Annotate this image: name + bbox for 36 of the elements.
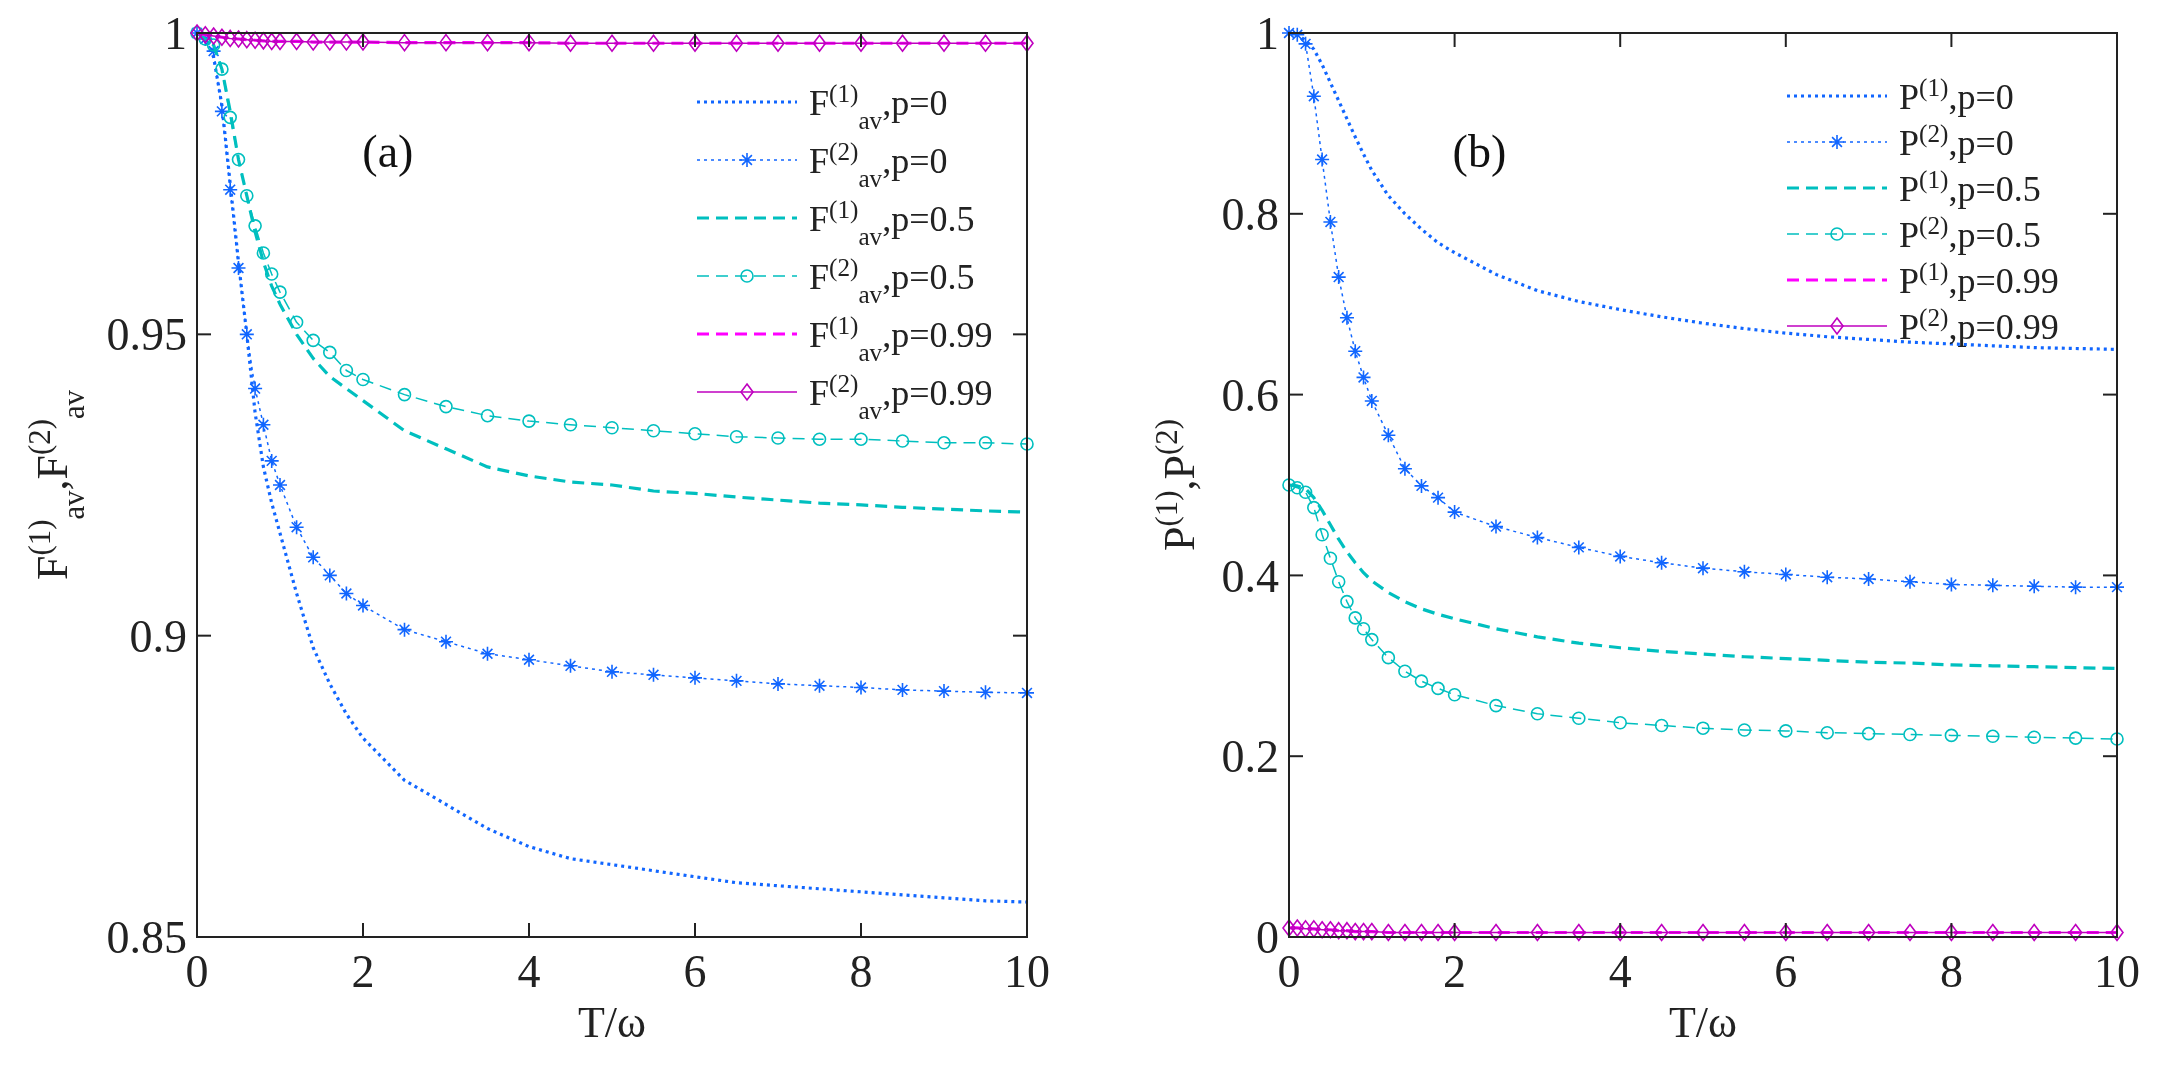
annotation: (a)	[362, 125, 414, 177]
y-tick-label: 0.8	[1221, 188, 1279, 240]
y-tick-label: 1	[164, 8, 187, 60]
x-tick-label: 8	[1939, 946, 1963, 997]
legend-label: F$^{(2)}$$_{av}$,p=0.5	[809, 253, 975, 308]
y-tick-label: 0.6	[1221, 369, 1279, 421]
y-tick-label: 0	[1256, 912, 1279, 964]
x-tick-label: 4	[517, 946, 541, 997]
x-tick-label: 2	[1443, 946, 1467, 997]
legend-label: P$^{(2)}$,p=0.5	[1899, 211, 2041, 255]
y-tick-label: 0.2	[1221, 731, 1279, 783]
x-tick-label: 2	[351, 946, 375, 997]
x-tick-label: 10	[2094, 946, 2140, 997]
legend-label: P$^{(2)}$,p=0.99	[1899, 303, 2059, 347]
legend-label: F$^{(1)}$$_{av}$,p=0	[809, 79, 948, 134]
y-tick-label: 0.4	[1221, 550, 1279, 602]
legend-label: F$^{(2)}$$_{av}$,p=0.99	[809, 369, 993, 424]
x-tick-label: 8	[849, 946, 873, 997]
y-tick-label: 0.9	[129, 610, 187, 662]
x-tick-label: 4	[1608, 946, 1632, 997]
x-tick-label: 6	[1774, 946, 1798, 997]
legend-label: P$^{(2)}$,p=0	[1899, 119, 2014, 163]
x-axis-title: T/ω	[577, 998, 647, 1047]
x-axis-title: T/ω	[1668, 998, 1738, 1047]
legend-label: P$^{(1)}$,p=0	[1899, 73, 2014, 117]
y-tick-label: 0.95	[106, 309, 187, 361]
x-tick-label: 10	[1004, 946, 1050, 997]
x-tick-label: 6	[683, 946, 707, 997]
legend-label: P$^{(1)}$,p=0.99	[1899, 257, 2059, 301]
annotation: (b)	[1452, 125, 1507, 177]
y-tick-label: 0.85	[106, 912, 187, 964]
legend-label: F$^{(1)}$$_{av}$,p=0.5	[809, 195, 975, 250]
y-tick-label: 1	[1256, 8, 1279, 60]
legend-label: F$^{(2)}$$_{av}$,p=0	[809, 137, 948, 192]
legend-label: P$^{(1)}$,p=0.5	[1899, 165, 2041, 209]
legend-label: F$^{(1)}$$_{av}$,p=0.99	[809, 311, 993, 366]
